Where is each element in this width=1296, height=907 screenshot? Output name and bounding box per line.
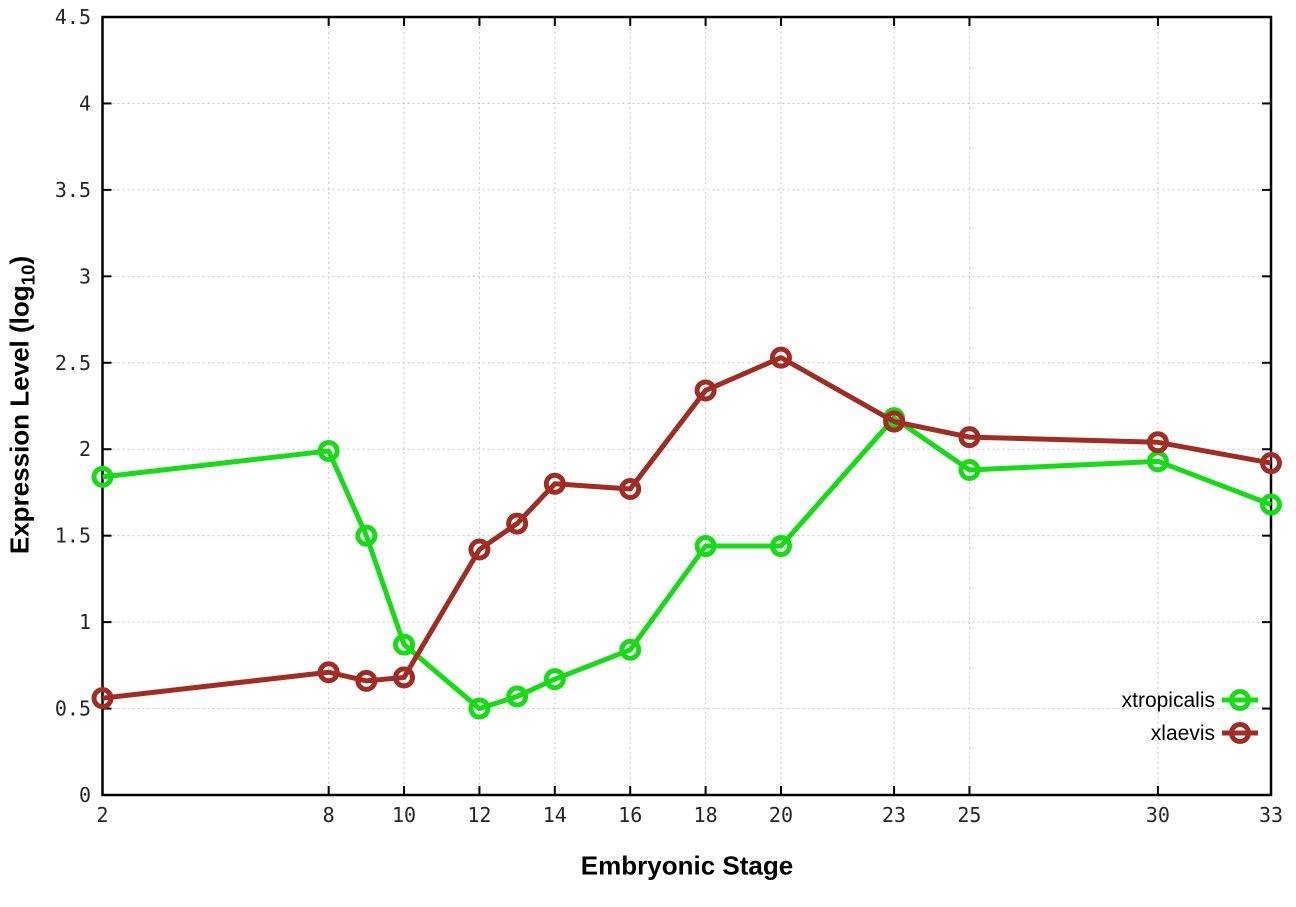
y-tick-label: 3.5 — [55, 178, 91, 202]
data-point-xlaevis — [883, 410, 906, 433]
y-tick-label: 3 — [79, 264, 91, 288]
data-point-xtropicalis — [393, 633, 416, 656]
data-point-xtropicalis — [506, 685, 529, 708]
x-tick-label: 20 — [769, 803, 793, 827]
data-point-xlaevis — [694, 379, 717, 402]
data-point-xlaevis — [506, 512, 529, 535]
x-tick-label: 16 — [618, 803, 642, 827]
x-tick-label: 33 — [1259, 803, 1283, 827]
y-tick-label: 0 — [79, 783, 91, 807]
x-tick-label: 23 — [882, 803, 906, 827]
data-point-xlaevis — [355, 669, 378, 692]
x-tick-label: 12 — [467, 803, 491, 827]
data-point-xlaevis — [619, 477, 642, 500]
x-tick-label: 14 — [543, 803, 567, 827]
data-point-xtropicalis — [619, 638, 642, 661]
x-tick-label: 8 — [323, 803, 335, 827]
data-point-xtropicalis — [468, 697, 491, 720]
data-point-xlaevis — [958, 426, 981, 449]
y-tick-label: 0.5 — [55, 697, 91, 721]
data-point-xtropicalis — [355, 524, 378, 547]
plot-border — [101, 15, 1273, 797]
y-tick-label: 1 — [79, 610, 91, 634]
y-tick-label: 4 — [79, 91, 91, 115]
y-tick-label: 1.5 — [55, 524, 91, 548]
x-axis-label: Embryonic Stage — [580, 850, 794, 881]
data-point-xtropicalis — [958, 458, 981, 481]
data-point-xlaevis — [769, 346, 792, 369]
data-point-xlaevis — [543, 472, 566, 495]
legend-sample-marker-xtropicalis — [1229, 689, 1251, 711]
legend-label-xlaevis: xlaevis — [1151, 722, 1215, 745]
data-point-xtropicalis — [694, 535, 717, 558]
series-line-xlaevis — [102, 355, 1272, 701]
y-axis-label-text: Expression Level (log — [4, 285, 35, 555]
data-point-xlaevis — [91, 687, 114, 710]
legend-label-xtropicalis: xtropicalis — [1122, 689, 1215, 712]
data-point-xtropicalis — [543, 668, 566, 691]
x-tick-label: 18 — [694, 803, 718, 827]
y-tick-label: 4.5 — [55, 5, 91, 29]
y-axis-label-close: ) — [4, 255, 35, 265]
data-point-xlaevis — [393, 666, 416, 689]
y-axis-label-subscript: 10 — [17, 264, 39, 286]
y-tick-label: 2.5 — [55, 351, 91, 375]
data-point-xtropicalis — [1260, 493, 1282, 516]
data-point-xtropicalis — [91, 465, 114, 488]
data-point-xtropicalis — [317, 439, 340, 462]
x-tick-label: 10 — [392, 803, 416, 827]
data-point-xlaevis — [317, 661, 340, 684]
x-tick-label: 2 — [96, 803, 108, 827]
data-point-xtropicalis — [769, 535, 792, 558]
series-line-xtropicalis — [102, 415, 1272, 712]
x-tick-label: 25 — [957, 803, 981, 827]
data-point-xlaevis — [1146, 431, 1169, 454]
data-point-xlaevis — [1260, 452, 1282, 475]
data-point-xlaevis — [468, 538, 491, 561]
y-tick-label: 2 — [79, 437, 91, 461]
legend-sample-marker-xlaevis — [1229, 722, 1251, 744]
x-tick-label: 30 — [1146, 803, 1170, 827]
y-axis-label: Expression Level (log10) — [4, 256, 39, 554]
